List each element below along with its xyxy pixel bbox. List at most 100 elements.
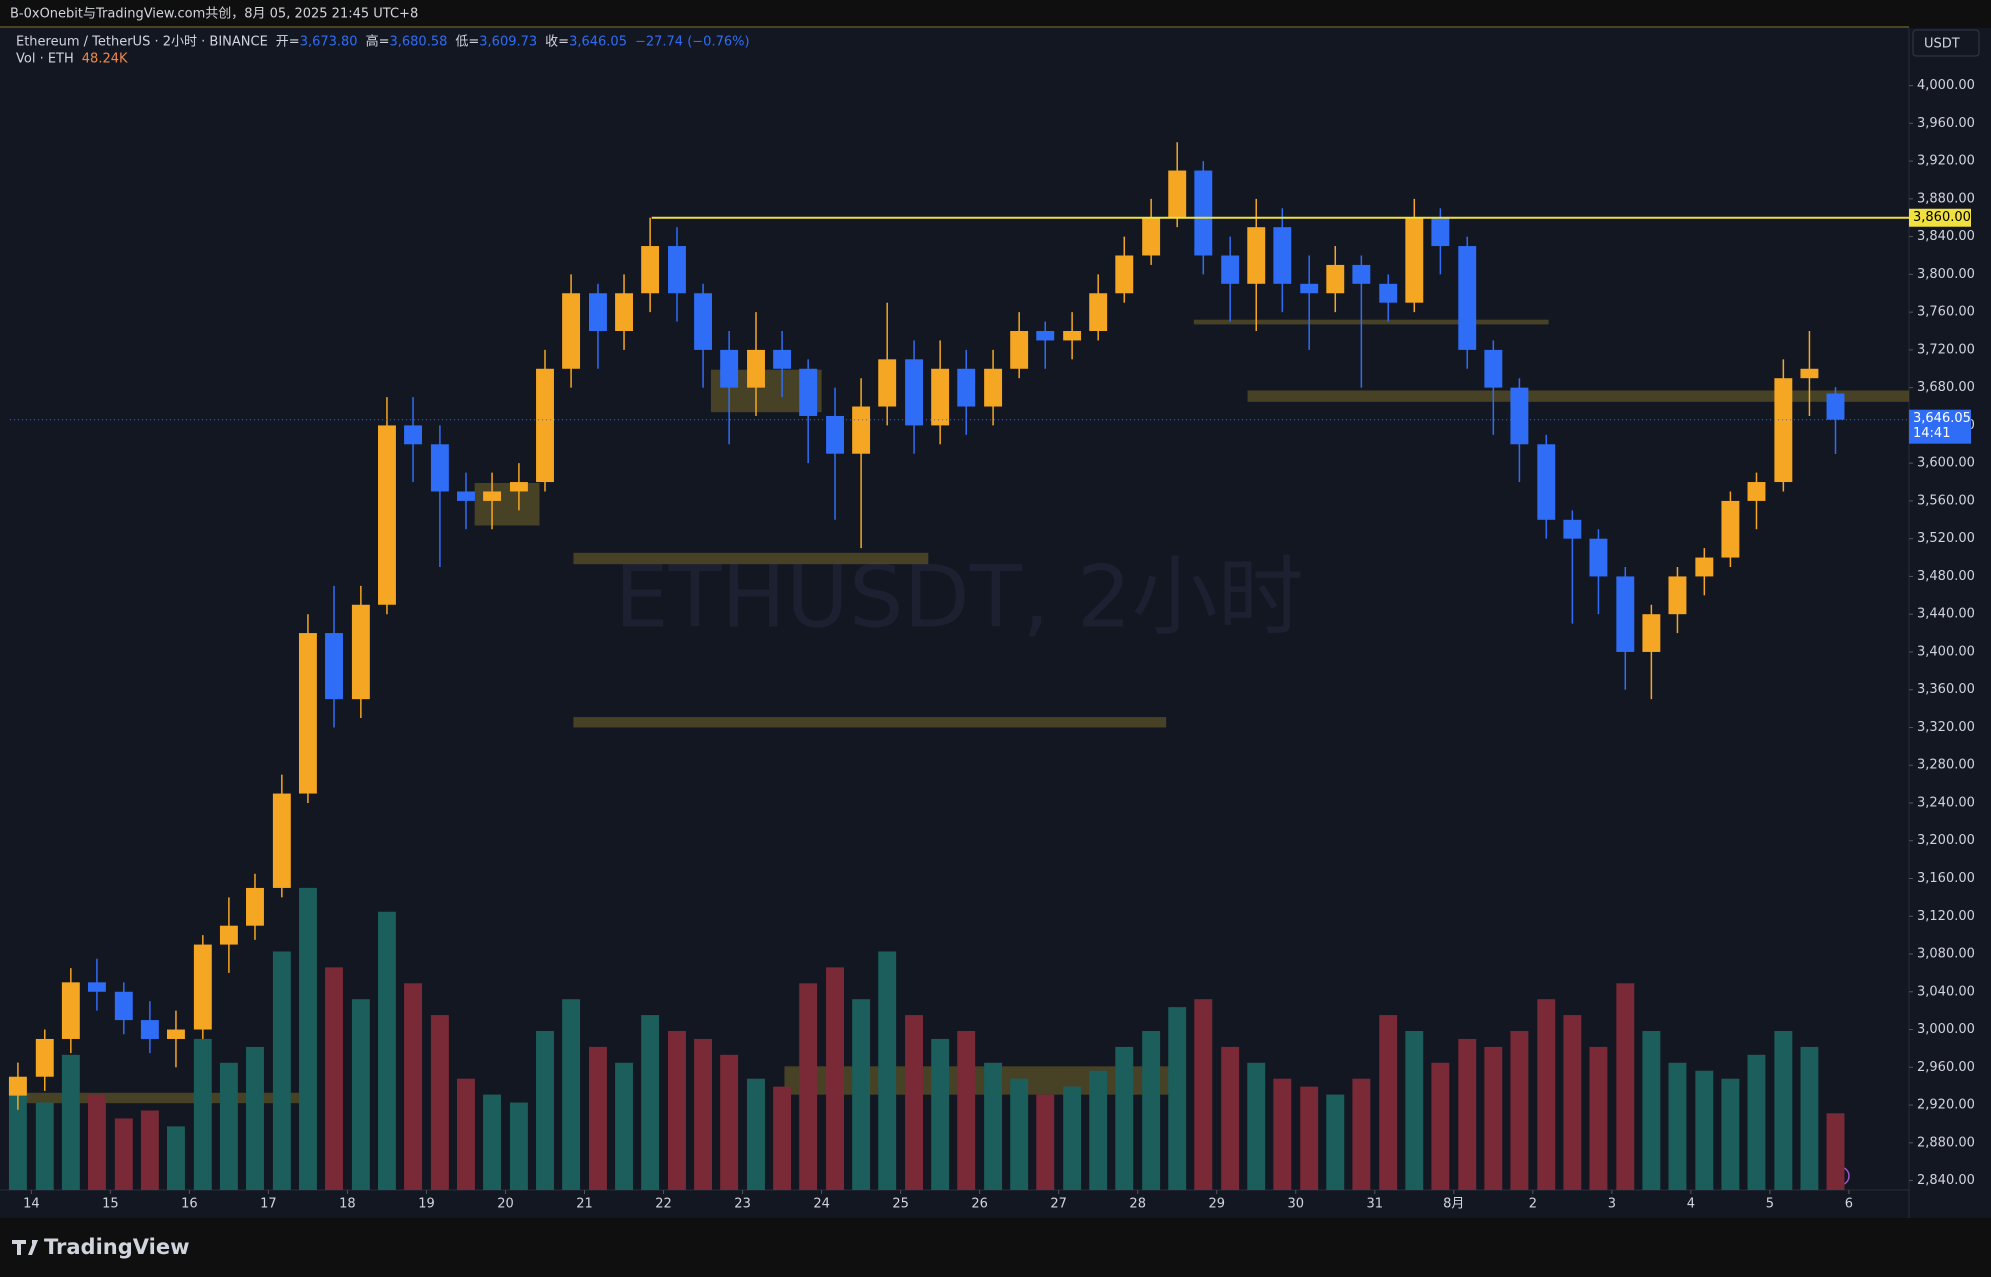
y-tick-label: 3,720.00 [1917,342,1975,357]
legend-field-value: 3,609.73 [479,35,537,50]
volume-bar [1826,1113,1845,1190]
y-tick-label: 3,240.00 [1917,795,1975,810]
y-tick-label: 3,120.00 [1917,909,1975,924]
zone [10,1092,308,1104]
candle-body [1774,378,1793,483]
legend-field-value: 3,646.05 [569,35,627,50]
candle-body [1484,349,1503,388]
candle-body [747,349,765,388]
candle-body [588,293,607,332]
candle-body [325,633,343,700]
x-tick-label: 15 [102,1197,119,1212]
y-tick-label: 3,600.00 [1917,456,1975,471]
candle-body [1379,283,1398,303]
volume-bar [246,1046,264,1190]
volume-bar [1616,983,1635,1190]
candle-body [272,793,291,888]
candle-body [483,491,502,501]
candle-body [219,925,238,945]
currency: USDT [1924,37,1960,52]
price-line-tag [1909,208,1971,227]
candle-body [1721,500,1740,558]
y-tick-label: 3,160.00 [1917,871,1975,886]
volume-bar [1695,1070,1714,1190]
volume-bar [1221,1046,1240,1190]
candle-body [35,1038,54,1077]
volume-bar [799,983,818,1190]
volume-bar [878,951,897,1190]
x-tick-label: 14 [23,1197,40,1212]
x-tick-label: 31 [1367,1197,1384,1212]
legend-field-value: 3,673.80 [300,35,358,50]
candle-body [457,491,475,501]
x-tick-label: 20 [497,1197,514,1212]
candle-body [773,349,792,369]
x-tick-label: 30 [1287,1197,1304,1212]
volume-bar [219,1062,238,1190]
y-tick-label: 2,880.00 [1917,1135,1975,1150]
candle-body [1695,557,1714,577]
candle-body [1537,444,1556,520]
y-tick-label: 3,360.00 [1917,682,1975,697]
candle-body [852,406,871,454]
candle-body [61,982,80,1039]
volume-bar [1168,1007,1187,1190]
candle-body [1405,217,1424,303]
y-tick-label: 3,320.00 [1917,720,1975,735]
volume-bar [140,1110,159,1190]
volume-bar [1589,1046,1608,1190]
zone [474,482,540,526]
volume-bar [984,1062,1003,1190]
volume-bar [536,1030,554,1190]
candle-body [1431,217,1450,247]
y-tick-label: 3,400.00 [1917,644,1975,659]
x-tick-label: 5 [1766,1197,1774,1212]
volume-bar [1668,1062,1687,1190]
volume-bar [1010,1078,1029,1190]
candle-body [1273,227,1292,284]
volume-bar [931,1038,950,1190]
candle-body [193,944,212,1030]
x-tick-label: 22 [655,1197,672,1212]
x-tick-label: 6 [1845,1197,1853,1212]
candle-body [114,991,133,1021]
y-tick-label: 3,760.00 [1917,305,1975,320]
volume-value: 48.24K [82,52,128,67]
x-tick-label: 17 [260,1197,277,1212]
x-tick-label: 23 [734,1197,751,1212]
volume-bar [1142,1030,1161,1190]
candle-body [246,887,264,926]
volume-bar [1194,999,1213,1190]
currency-box [1912,29,1980,57]
y-tick-label: 3,200.00 [1917,833,1975,848]
volume-bar [1431,1062,1450,1190]
x-tick-label: 4 [1687,1197,1695,1212]
candle-body [377,425,396,605]
volume-bar [747,1078,765,1190]
volume-bar [351,999,370,1190]
zone [1247,390,1909,402]
candle-body [1826,393,1845,420]
volume-bar [1747,1054,1766,1190]
legend-field-label: 高= [366,34,390,50]
last-price-tag [1909,409,1971,444]
volume-bar [773,1086,792,1190]
y-tick-label: 3,480.00 [1917,569,1975,584]
candle-body [1221,255,1240,284]
footer-brand: TradingView [44,1235,189,1259]
candle-body [878,359,897,407]
volume-bar [1774,1030,1793,1190]
volume-bar [1642,1030,1661,1190]
volume-bar [1247,1062,1266,1190]
footer-logo [12,1240,38,1255]
candle-body [140,1020,159,1039]
volume-label: Vol · ETH [16,52,74,67]
y-tick-label: 3,680.00 [1917,380,1975,395]
volume-bar [298,887,317,1190]
volume-bar [457,1078,475,1190]
y-tick-label: 3,080.00 [1917,947,1975,962]
candle-body [1458,246,1477,350]
volume-bar [562,999,581,1190]
legend-field-label: 开= [276,35,300,50]
volume-bar [61,1054,80,1190]
